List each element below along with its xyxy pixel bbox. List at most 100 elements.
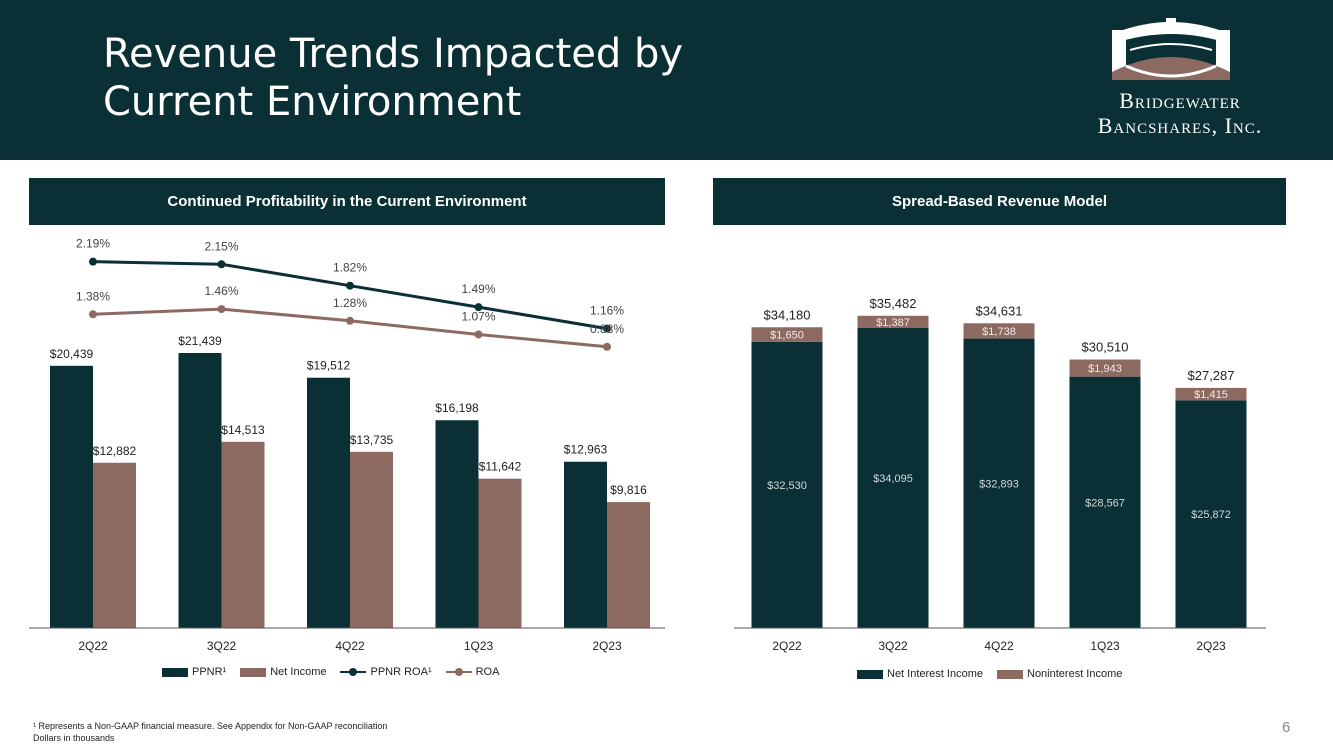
noninterest-income-bar-label: $1,943 (1088, 363, 1122, 375)
footnote-line1: ¹ Represents a Non-GAAP financial measur… (33, 721, 388, 731)
noninterest-income-bar-label: $1,387 (876, 317, 910, 329)
ppnr-bar (435, 420, 479, 628)
right-x-tick-label: 1Q23 (1090, 639, 1120, 653)
noninterest-income-bar (1069, 359, 1141, 377)
net-income-bar (607, 502, 650, 628)
ppnr-bar-label: $16,198 (435, 401, 479, 415)
net-income-bar (350, 451, 393, 628)
total-revenue-label: $35,482 (870, 296, 917, 311)
noninterest-income-bar-label: $1,738 (982, 326, 1016, 338)
total-revenue-label: $30,510 (1082, 340, 1129, 355)
legend-label-net-interest-income: Net Interest Income (887, 668, 983, 680)
noninterest-income-bar (963, 323, 1035, 339)
left-chart-title: Continued Profitability in the Current E… (29, 178, 665, 225)
right-x-tick-label: 2Q23 (1196, 639, 1226, 653)
legend-swatch-noninterest-income (997, 669, 1023, 679)
ppnr-roa-point-label: 1.82% (333, 261, 367, 275)
roa-point-label: 1.28% (333, 296, 367, 310)
roa-point-label: 1.07% (461, 309, 495, 323)
left-x-tick-label: 1Q23 (464, 639, 494, 653)
legend-swatch-ppnr (162, 667, 188, 677)
legend-line-ppnr-roa (340, 666, 367, 678)
page-number: 6 (1282, 719, 1291, 736)
ppnr-roa-point (474, 303, 483, 312)
net-income-bar-label: $9,816 (610, 483, 647, 497)
legend-item-net-income: Net Income (240, 666, 326, 678)
ppnr-roa-point-label: 2.19% (76, 237, 110, 251)
roa-point (89, 310, 97, 319)
net-interest-income-bar (1069, 376, 1141, 628)
net-interest-income-bar (963, 338, 1035, 628)
legend-item-ppnr: PPNR¹ (162, 666, 226, 678)
total-revenue-label: $27,287 (1188, 368, 1235, 383)
legend-swatch-net-income (240, 667, 267, 677)
left-x-tick-label: 4Q22 (335, 639, 365, 653)
ppnr-bar (50, 365, 93, 628)
net-income-bar-label: $13,735 (350, 433, 394, 447)
net-interest-income-bar (751, 341, 823, 628)
legend-item-net-interest-income: Net Interest Income (857, 668, 983, 680)
net-income-bar-label: $14,513 (221, 423, 265, 437)
net-interest-income-bar-label: $32,893 (979, 478, 1019, 490)
legend-label-ppnr-roa: PPNR ROA¹ (370, 666, 432, 678)
legend-label-roa: ROA (475, 666, 500, 678)
ppnr-bar-label: $21,439 (178, 334, 222, 348)
noninterest-income-bar (857, 315, 929, 328)
total-revenue-label: $34,180 (764, 307, 811, 322)
legend-item-noninterest-income: Noninterest Income (997, 668, 1122, 680)
right-x-tick-label: 2Q22 (772, 639, 802, 653)
legend-label-net-income: Net Income (270, 666, 327, 678)
total-revenue-label: $34,631 (976, 303, 1023, 318)
net-interest-income-bar (1175, 400, 1247, 628)
legend-label-noninterest-income: Noninterest Income (1027, 668, 1123, 680)
net-income-bar-label: $11,642 (479, 460, 522, 474)
noninterest-income-bar (751, 327, 823, 342)
net-interest-income-bar-label: $28,567 (1085, 497, 1125, 509)
noninterest-income-bar-label: $1,650 (770, 330, 804, 342)
ppnr-bar-label: $20,439 (50, 347, 94, 361)
header-banner: Revenue Trends Impacted by Current Envir… (0, 0, 1333, 160)
noninterest-income-bar-label: $1,415 (1194, 389, 1228, 401)
footnote: ¹ Represents a Non-GAAP financial measur… (33, 720, 387, 744)
company-name-line1: Bridgewater (1119, 88, 1241, 113)
ppnr-roa-point (346, 281, 354, 290)
roa-point (474, 330, 483, 339)
footnote-line2: Dollars in thousands (33, 733, 115, 743)
left-x-tick-label: 2Q22 (78, 639, 108, 653)
ppnr-bar-label: $19,512 (307, 359, 351, 373)
net-income-bar (93, 462, 136, 628)
right-chart-legend: Net Interest Income Noninterest Income (857, 668, 1136, 680)
net-interest-income-bar-label: $32,530 (767, 480, 807, 492)
right-chart-title: Spread-Based Revenue Model (713, 178, 1286, 225)
left-chart-legend: PPNR¹ Net Income PPNR ROA¹ ROA (162, 666, 513, 678)
right-x-tick-label: 3Q22 (878, 639, 908, 653)
ppnr-roa-point (603, 324, 611, 333)
ppnr-roa-point-label: 1.49% (461, 282, 495, 296)
ppnr-bar (307, 377, 350, 628)
page-title-line2: Current Environment (103, 79, 522, 125)
legend-label-ppnr: PPNR¹ (192, 666, 227, 678)
net-income-bar (478, 478, 522, 628)
roa-point (346, 316, 354, 325)
roa-point-label: 0.88% (590, 322, 624, 336)
roa-point-label: 1.38% (76, 289, 110, 303)
bridge-arch-icon (1112, 18, 1230, 80)
roa-point-label: 1.46% (204, 284, 238, 298)
ppnr-bar-label: $12,963 (564, 443, 608, 457)
legend-swatch-net-interest-income (857, 669, 883, 679)
net-income-bar-label: $12,882 (93, 444, 137, 458)
left-x-tick-label: 3Q22 (207, 639, 237, 653)
net-income-bar (221, 441, 265, 628)
page-title: Revenue Trends Impacted by Current Envir… (103, 30, 863, 126)
net-interest-income-bar-label: $34,095 (873, 473, 913, 485)
left-x-tick-label: 2Q23 (592, 639, 622, 653)
legend-item-ppnr-roa: PPNR ROA¹ (340, 666, 432, 678)
noninterest-income-bar (1175, 387, 1247, 401)
net-interest-income-bar-label: $25,872 (1191, 509, 1231, 521)
right-x-tick-label: 4Q22 (984, 639, 1014, 653)
company-name: Bridgewater Bancshares, Inc. (1060, 88, 1300, 138)
roa-point (217, 305, 226, 314)
ppnr-roa-point (89, 257, 97, 266)
roa-point (603, 342, 611, 351)
